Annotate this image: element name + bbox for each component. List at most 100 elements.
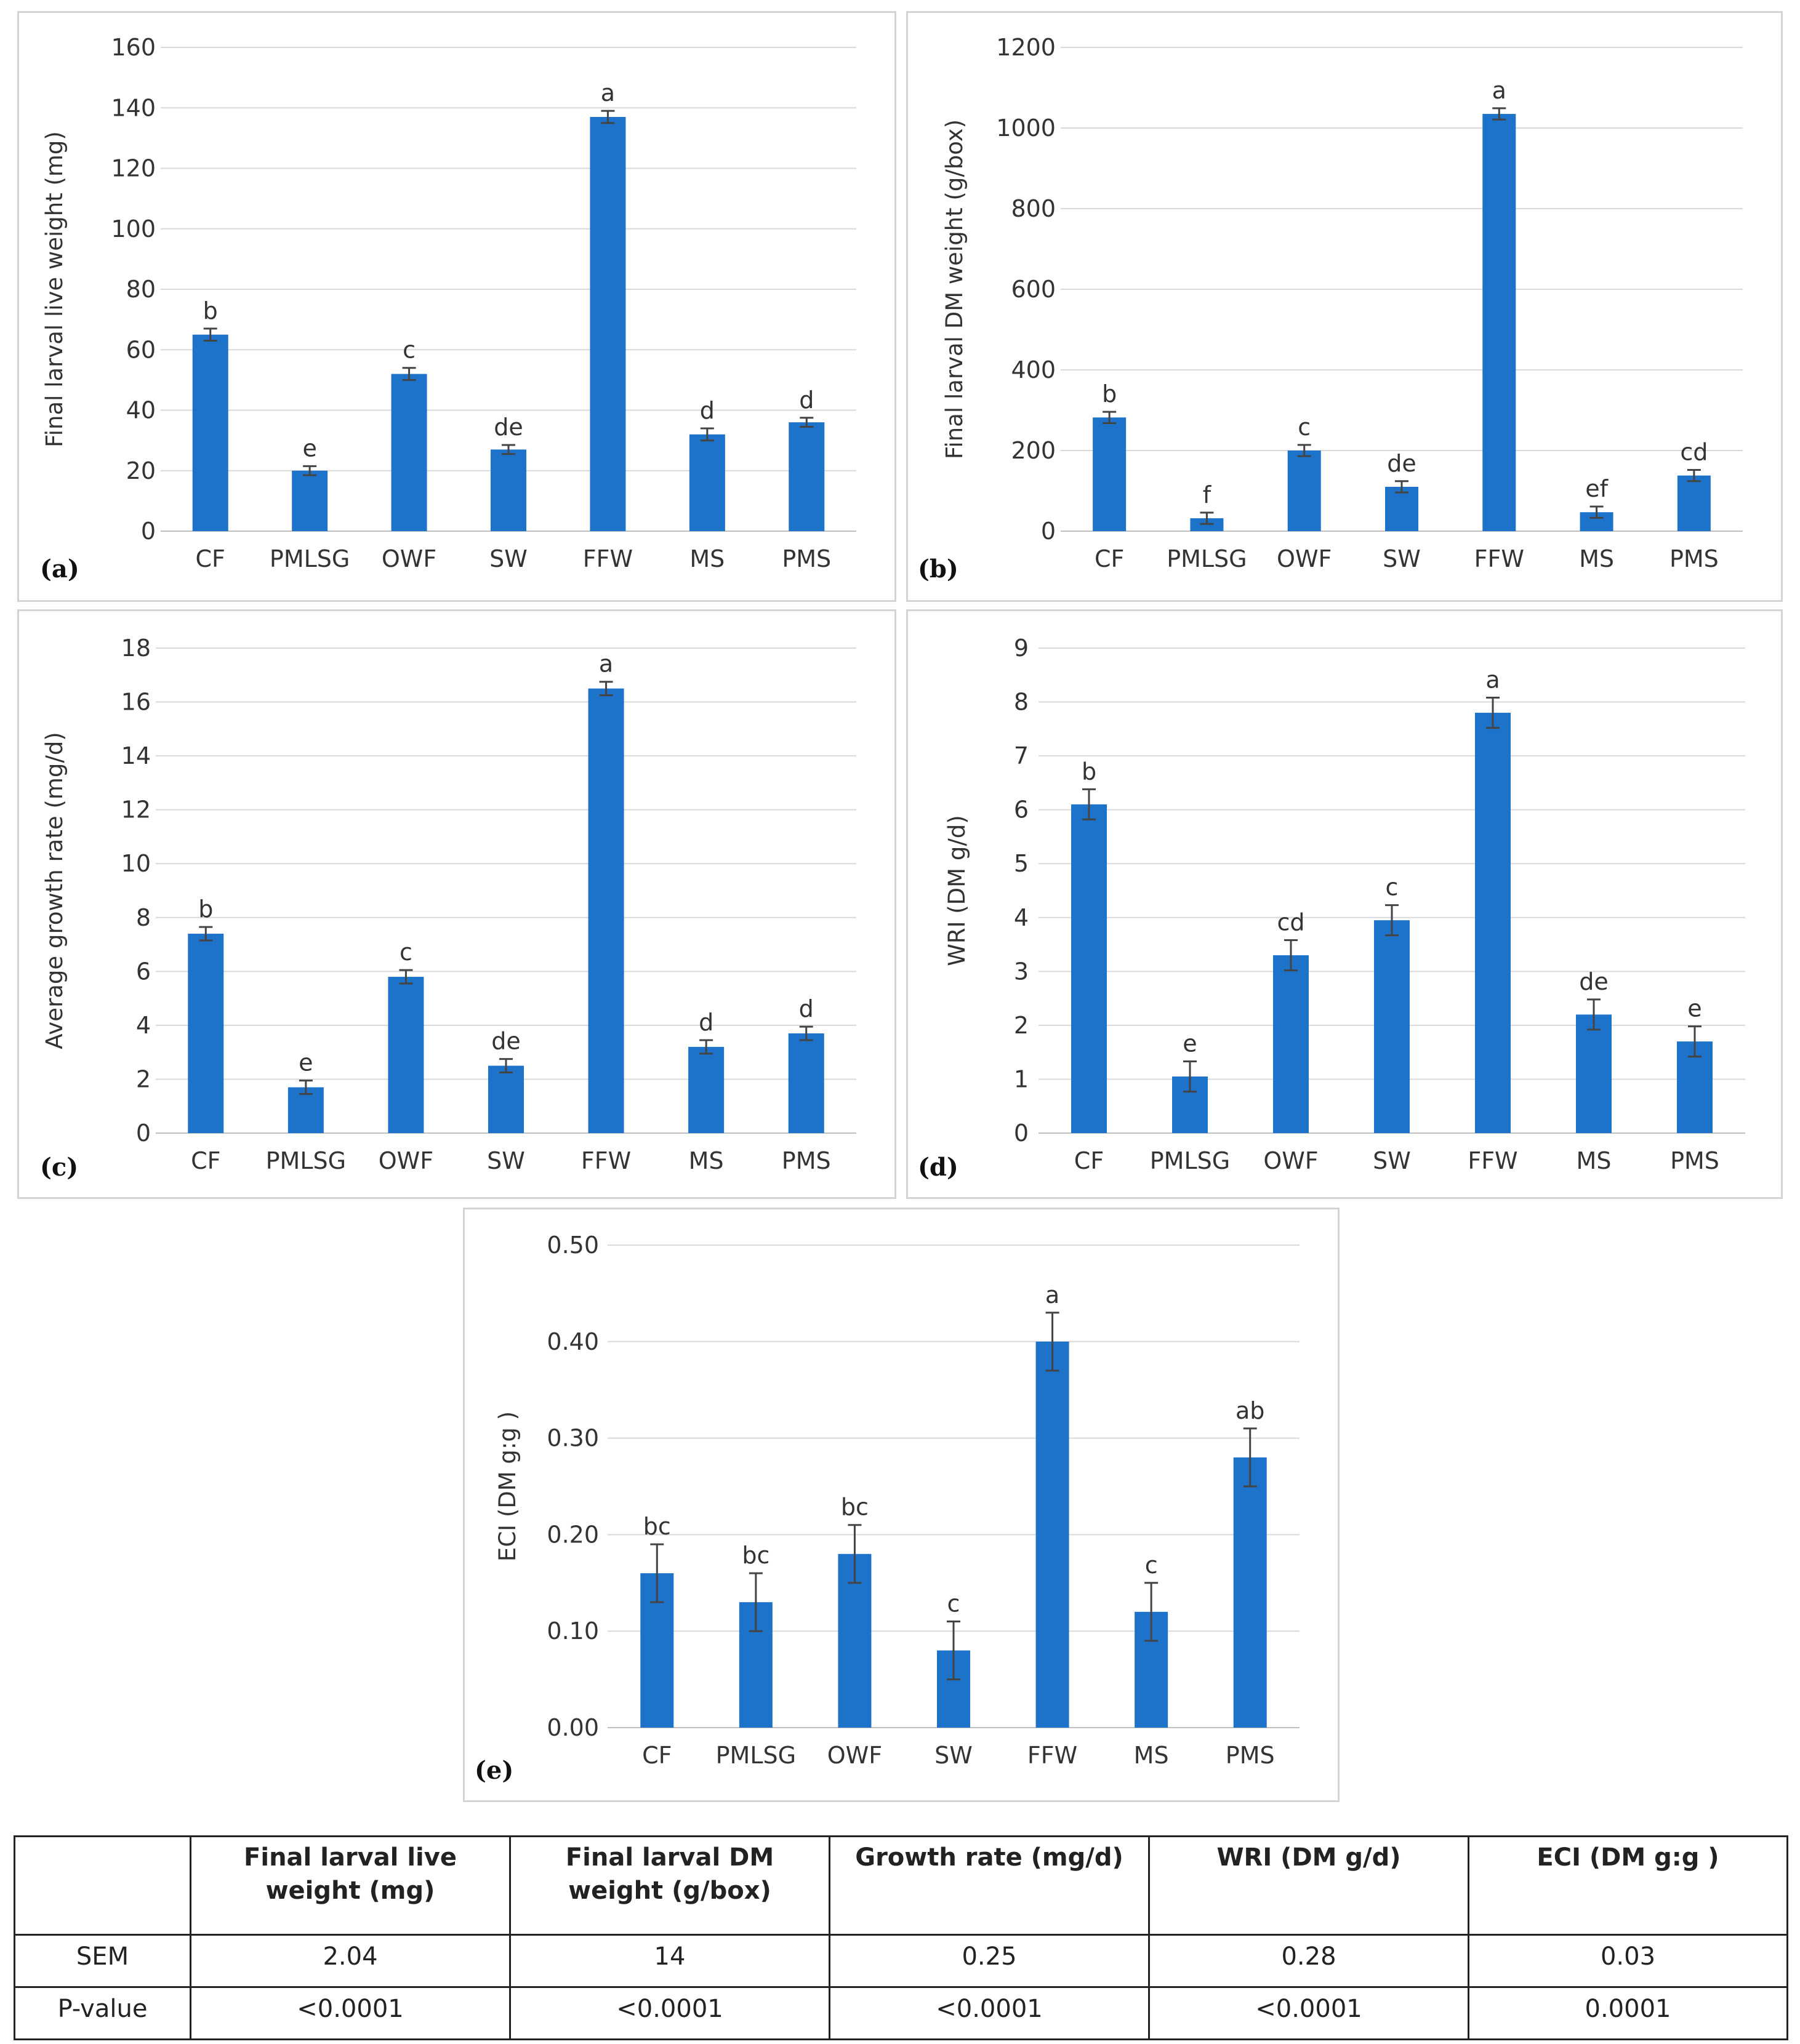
significance-label: a: [1492, 77, 1506, 104]
stats-cell: 0.0001: [1468, 1986, 1788, 2040]
x-category-label: SW: [487, 1147, 525, 1174]
x-category-label: OWF: [827, 1742, 882, 1769]
chart-panel-e: 0.00 0.10 0.20 0.30 0.40 0.50 ECI (DM g:g ) bc C…: [463, 1208, 1340, 1802]
significance-label: ab: [1235, 1397, 1264, 1424]
x-category-label: PMLSG: [266, 1147, 346, 1174]
bar: [1071, 804, 1107, 1133]
y-tick-label: 120: [111, 155, 156, 182]
y-tick-label: 0.50: [547, 1232, 599, 1259]
x-category-label: MS: [1579, 545, 1614, 572]
bar: [1233, 1457, 1267, 1728]
bar: [1374, 920, 1410, 1133]
x-category-label: OWF: [1277, 545, 1332, 572]
panel-label-e: (e): [475, 1756, 514, 1785]
chart-panel-c: 0 2 4 6 8 10 12 14 16 18 Average growth rate (mg/d…: [17, 609, 896, 1199]
y-tick-label: 800: [1011, 195, 1056, 222]
significance-label: f: [1203, 481, 1212, 508]
significance-label: c: [403, 337, 416, 364]
stats-row-label: P-value: [14, 1986, 191, 2040]
y-tick-label: 6: [136, 958, 151, 985]
x-category-label: FFW: [1027, 1742, 1077, 1769]
y-tick-label: 160: [111, 34, 156, 61]
x-category-label: CF: [1095, 545, 1124, 572]
chart-a: 0 20 40 60 80 100 120 140 160 Final larval live w…: [41, 34, 856, 572]
bar: [788, 1033, 824, 1133]
significance-label: cd: [1680, 438, 1708, 465]
x-category-label: MS: [689, 545, 725, 572]
bar: [789, 422, 825, 531]
bar: [188, 934, 224, 1133]
bar: [1475, 713, 1511, 1133]
significance-label: a: [1485, 667, 1500, 694]
y-tick-label: 0: [141, 518, 156, 545]
chart-b: 0 200 400 600 800 1000 1200 Final larval DM wei…: [941, 34, 1743, 572]
stats-header-wri: WRI (DM g/d): [1148, 1835, 1469, 1936]
stats-header-corner: [14, 1835, 191, 1936]
y-tick-label: 400: [1011, 356, 1056, 383]
y-tick-label: 8: [136, 904, 151, 931]
significance-label: c: [400, 939, 412, 966]
panel-label-b: (b): [918, 555, 958, 583]
significance-label: c: [1145, 1552, 1158, 1579]
x-category-label: PMS: [782, 545, 831, 572]
stats-header-row: Final larval live weight (mg) Final larv…: [14, 1835, 1788, 1936]
x-category-label: SW: [489, 545, 528, 572]
y-tick-label: 2: [136, 1065, 151, 1092]
x-category-label: OWF: [1263, 1147, 1318, 1174]
significance-label: bc: [643, 1513, 671, 1540]
y-tick-label: 80: [126, 276, 156, 303]
x-category-label: OWF: [382, 545, 436, 572]
y-tick-label: 1: [1014, 1065, 1029, 1092]
stats-cell: <0.0001: [829, 1986, 1150, 2040]
significance-label: c: [1386, 874, 1399, 901]
stats-header-eci: ECI (DM g:g ): [1468, 1835, 1788, 1936]
x-category-label: FFW: [581, 1147, 631, 1174]
x-category-label: MS: [1577, 1147, 1612, 1174]
y-tick-label: 12: [121, 796, 151, 824]
significance-label: c: [947, 1590, 960, 1617]
significance-label: c: [1298, 414, 1311, 441]
y-tick-label: 1200: [996, 34, 1056, 61]
y-axis-title: WRI (DM g/d): [944, 815, 970, 966]
x-category-label: CF: [196, 545, 225, 572]
bar: [292, 470, 328, 531]
x-category-label: PMS: [1669, 545, 1719, 572]
y-tick-label: 5: [1014, 850, 1029, 877]
stats-header-live-weight: Final larval live weight (mg): [190, 1835, 511, 1936]
significance-label: d: [799, 995, 814, 1022]
x-category-label: PMS: [1670, 1147, 1719, 1174]
y-tick-label: 9: [1014, 635, 1029, 662]
significance-label: bc: [841, 1494, 869, 1521]
bar: [388, 977, 424, 1133]
x-category-label: FFW: [1474, 545, 1524, 572]
stats-cell: 14: [509, 1934, 830, 1988]
significance-label: cd: [1277, 909, 1304, 936]
x-category-label: CF: [1074, 1147, 1104, 1174]
bar: [590, 116, 626, 532]
significance-label: d: [699, 1009, 713, 1036]
significance-label: d: [799, 387, 814, 414]
stats-row-sem: SEM 2.04 14 0.25 0.28 0.03: [14, 1934, 1788, 1988]
bar: [688, 1046, 725, 1133]
bar: [491, 449, 526, 531]
significance-label: ef: [1585, 475, 1609, 502]
y-tick-label: 60: [126, 336, 156, 363]
y-tick-label: 0.30: [547, 1425, 599, 1452]
significance-label: de: [491, 1028, 521, 1055]
y-axis-title: Final larval live weight (mg): [41, 131, 68, 447]
chart-c: 0 2 4 6 8 10 12 14 16 18 Average growth rate (mg/d…: [41, 635, 856, 1174]
y-tick-label: 0.10: [547, 1617, 599, 1645]
bar: [1576, 1014, 1612, 1133]
y-tick-label: 200: [1011, 437, 1056, 464]
significance-label: de: [494, 414, 523, 441]
stats-cell: <0.0001: [509, 1986, 830, 2040]
x-category-label: PMLSG: [716, 1742, 796, 1769]
y-tick-label: 0.00: [547, 1714, 599, 1741]
stats-cell: <0.0001: [190, 1986, 511, 2040]
chart-d: 0 1 2 3 4 5 6 7 8 9 WRI (DM g/d) b CF e PMLSG cd OWF c SW a…: [944, 635, 1745, 1174]
x-category-label: PMLSG: [1150, 1147, 1230, 1174]
bar: [1273, 955, 1309, 1133]
y-tick-label: 14: [121, 742, 151, 769]
bar: [1287, 451, 1321, 531]
significance-label: b: [1102, 380, 1117, 407]
